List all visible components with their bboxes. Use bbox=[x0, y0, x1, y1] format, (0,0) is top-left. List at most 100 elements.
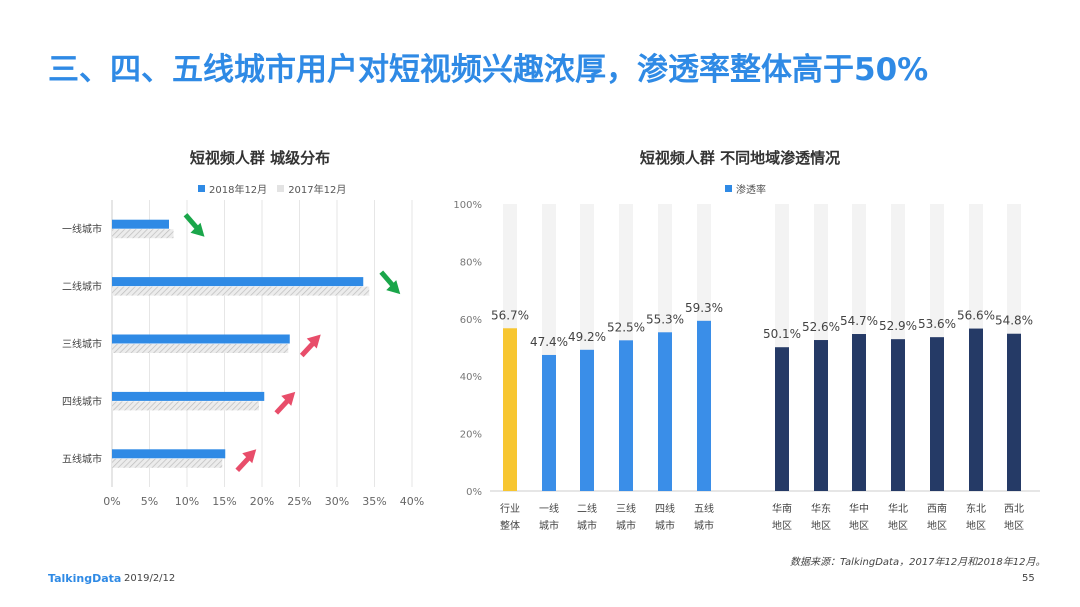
bar-2018 bbox=[112, 219, 169, 229]
y-category-label: 一线城市 bbox=[62, 223, 102, 236]
y-tick-label: 40% bbox=[460, 372, 482, 383]
arrow-head bbox=[281, 391, 296, 406]
x-tick-label: 25% bbox=[287, 495, 311, 508]
bar-penetration bbox=[891, 339, 905, 491]
right-chart-title: 短视频人群 不同地域渗透情况 bbox=[639, 149, 841, 167]
y-category-label: 二线城市 bbox=[62, 280, 102, 293]
legend-item-penetration: 渗透率 bbox=[725, 181, 766, 196]
x-category-label: 地区 bbox=[888, 519, 908, 532]
x-category-label: 四线 bbox=[655, 502, 675, 515]
arrow-head bbox=[306, 334, 321, 349]
x-category-label: 华中 bbox=[849, 502, 869, 515]
x-tick-label: 15% bbox=[212, 495, 236, 508]
bar-penetration bbox=[930, 337, 944, 491]
legend-label-penetration: 渗透率 bbox=[736, 185, 766, 196]
right-chart-legend: 渗透率 bbox=[725, 181, 776, 196]
bar-penetration bbox=[814, 340, 828, 491]
x-tick-label: 20% bbox=[250, 495, 274, 508]
x-category-label: 地区 bbox=[966, 519, 986, 532]
bar-2018 bbox=[112, 391, 265, 401]
bar-penetration bbox=[503, 328, 517, 491]
x-category-label: 地区 bbox=[811, 519, 831, 532]
legend-swatch-2018 bbox=[198, 185, 205, 192]
left-chart: 0% 5% 10% 15% 20% 25% 30% 35% 40% 一线城市二线城市三线城市四线城… bbox=[62, 200, 424, 508]
data-label: 49.2% bbox=[568, 330, 606, 344]
x-tick-label: 10% bbox=[175, 495, 199, 508]
data-label: 55.3% bbox=[646, 312, 684, 326]
bar-2018 bbox=[112, 449, 226, 459]
x-category-label: 地区 bbox=[772, 519, 792, 532]
bar-2017 bbox=[112, 229, 174, 239]
bar-penetration bbox=[969, 328, 983, 491]
arrow-head bbox=[386, 280, 401, 295]
data-source-note: 数据来源：TalkingData，2017年12月和2018年12月。 bbox=[790, 557, 1046, 568]
x-category-label: 一线 bbox=[539, 502, 559, 515]
data-label: 52.5% bbox=[607, 320, 645, 334]
y-category-label: 三线城市 bbox=[62, 338, 102, 351]
bar-2017 bbox=[112, 344, 289, 353]
bar-penetration bbox=[658, 332, 672, 491]
y-tick-label: 60% bbox=[460, 315, 482, 326]
legend-label-2017: 2017年12月 bbox=[288, 185, 347, 196]
bar-penetration bbox=[775, 347, 789, 491]
footer-date: 2019/2/12 bbox=[124, 573, 176, 584]
x-category-label: 城市 bbox=[655, 519, 675, 532]
data-label: 53.6% bbox=[918, 317, 956, 331]
bar-penetration bbox=[580, 349, 594, 491]
bar-2017 bbox=[112, 286, 370, 296]
x-category-label: 城市 bbox=[577, 519, 597, 532]
x-tick-label: 30% bbox=[325, 495, 349, 508]
x-category-label: 城市 bbox=[539, 519, 559, 532]
left-chart-legend: 2018年12月 2017年12月 bbox=[198, 181, 356, 196]
x-tick-label: 0% bbox=[103, 495, 120, 508]
bar-penetration bbox=[619, 340, 633, 491]
x-category-label: 地区 bbox=[927, 519, 947, 532]
y-category-label: 四线城市 bbox=[62, 395, 102, 408]
data-label: 52.9% bbox=[879, 319, 917, 333]
talkingdata-logo: TalkingData bbox=[48, 572, 122, 585]
x-category-label: 三线 bbox=[616, 502, 636, 515]
data-label: 56.7% bbox=[491, 308, 529, 322]
left-chart-title: 短视频人群 城级分布 bbox=[189, 149, 331, 167]
x-category-label: 西南 bbox=[927, 502, 947, 515]
x-category-label: 整体 bbox=[500, 519, 520, 532]
legend-swatch-2017 bbox=[277, 185, 285, 192]
x-category-label: 地区 bbox=[849, 519, 869, 532]
page-number: 55 bbox=[1022, 573, 1035, 584]
data-label: 59.3% bbox=[685, 301, 723, 315]
y-tick-label: 100% bbox=[453, 200, 482, 211]
arrow-head bbox=[190, 222, 205, 237]
trend-down-arrow-icon bbox=[379, 270, 401, 295]
trend-up-arrow-icon bbox=[235, 449, 257, 473]
x-category-label: 华南 bbox=[772, 502, 792, 515]
bar-penetration bbox=[542, 354, 556, 491]
bar-2017 bbox=[112, 401, 259, 411]
legend-item-2017: 2017年12月 bbox=[277, 181, 346, 196]
x-tick-label: 40% bbox=[400, 495, 424, 508]
y-tick-label: 20% bbox=[460, 430, 482, 441]
trend-down-arrow-icon bbox=[183, 213, 205, 237]
x-category-label: 华东 bbox=[811, 502, 831, 515]
x-category-label: 二线 bbox=[577, 502, 597, 515]
bar-2018 bbox=[112, 277, 364, 287]
bar-2017 bbox=[112, 458, 223, 468]
arrow-head bbox=[242, 449, 257, 464]
data-label: 50.1% bbox=[763, 327, 801, 341]
bar-2018 bbox=[112, 334, 290, 344]
trend-up-arrow-icon bbox=[299, 334, 321, 358]
x-tick-label: 35% bbox=[362, 495, 386, 508]
x-category-label: 行业 bbox=[500, 502, 520, 515]
bar-penetration bbox=[1007, 333, 1021, 491]
y-category-label: 五线城市 bbox=[62, 452, 102, 465]
legend-swatch-penetration bbox=[725, 185, 732, 192]
data-label: 54.7% bbox=[840, 314, 878, 328]
y-tick-label: 80% bbox=[460, 257, 482, 268]
x-category-label: 华北 bbox=[888, 502, 908, 515]
trend-up-arrow-icon bbox=[274, 391, 296, 415]
page-title: 三、四、五线城市用户对短视频兴趣浓厚，渗透率整体高于50% bbox=[48, 52, 929, 88]
data-label: 56.6% bbox=[957, 309, 995, 323]
x-category-label: 东北 bbox=[966, 502, 986, 515]
data-label: 54.8% bbox=[995, 314, 1033, 328]
x-category-label: 地区 bbox=[1004, 519, 1024, 532]
